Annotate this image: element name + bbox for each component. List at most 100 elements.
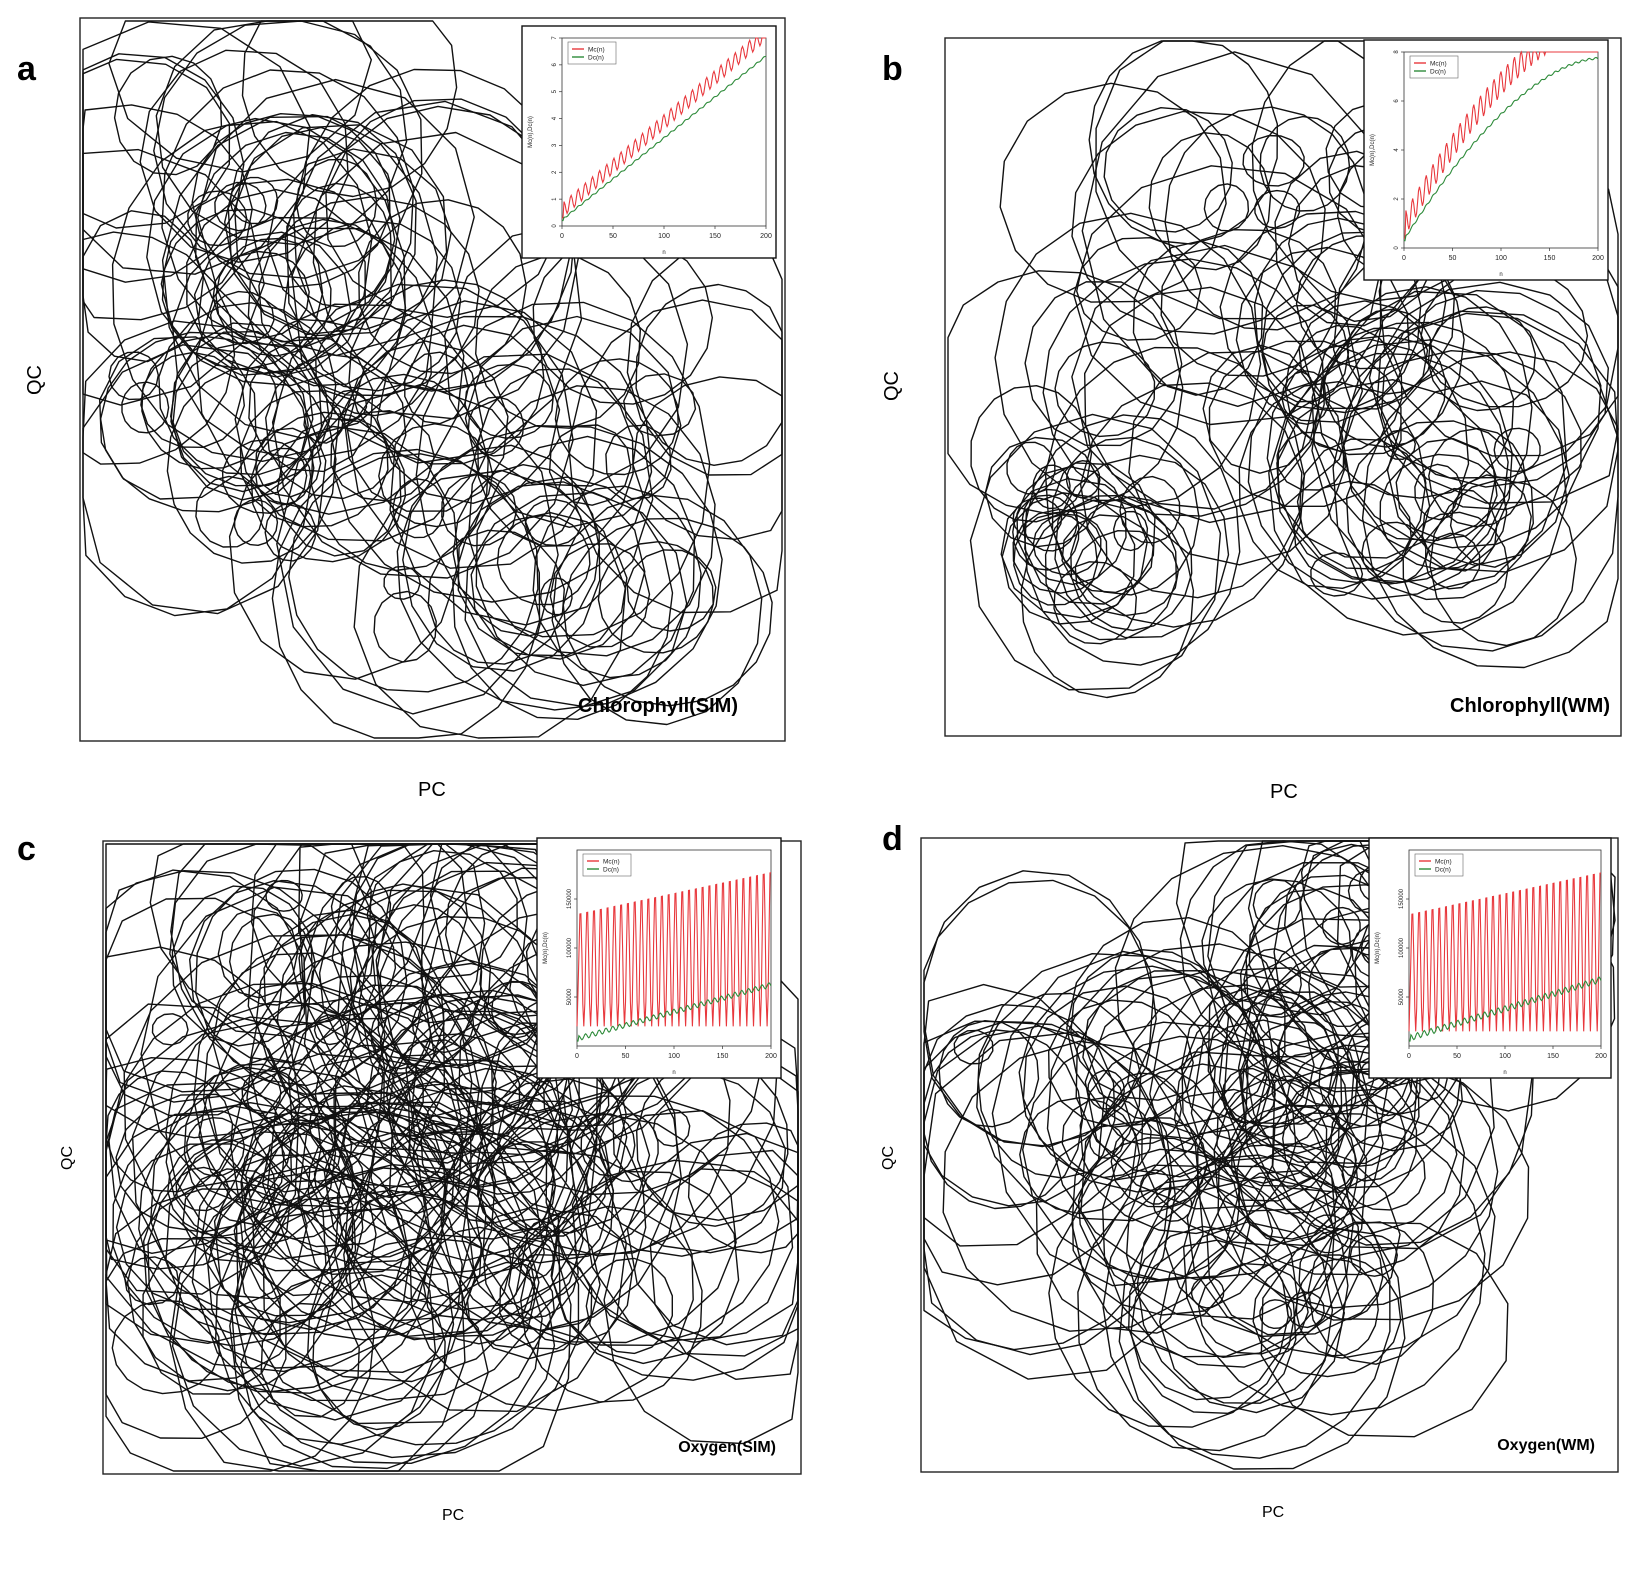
trajectory-loop-a-72 [427, 529, 565, 665]
trajectory-loop-a-119 [233, 499, 279, 546]
trajectory-loop-a-4 [223, 113, 417, 336]
inset-ytick-label-b-4: 8 [1394, 50, 1400, 54]
inset-series-d-1 [1409, 976, 1602, 1042]
trajectory-loop-d-71 [923, 1021, 1172, 1351]
trajectory-loop-c-79 [345, 1101, 627, 1413]
trajectory-loop-b-109 [1310, 552, 1364, 597]
trajectory-loop-a-44 [191, 112, 391, 289]
trajectory-loop-a-109 [568, 299, 783, 614]
trajectory-loop-a-106 [549, 543, 651, 648]
trajectory-loop-a-26 [161, 69, 415, 348]
inset-legend-label-d-1: Dc(n) [1435, 867, 1451, 874]
trajectory-loop-d-35 [1286, 1291, 1325, 1329]
trajectory-loop-b-73 [1128, 350, 1347, 566]
trajectory-loop-a-112 [562, 517, 773, 707]
trajectory-loop-c-151 [333, 989, 627, 1240]
inset-legend-label-b-0: Mc(n) [1430, 61, 1447, 68]
trajectory-loop-a-63 [358, 199, 527, 375]
inset-frame-c [536, 837, 782, 1079]
trajectory-loop-c-72 [111, 1299, 221, 1395]
trajectory-loop-c-123 [550, 1170, 740, 1365]
trajectory-loop-b-106 [1429, 478, 1577, 647]
trajectory-loop-a-33 [212, 250, 310, 339]
trajectory-loop-b-5 [1202, 344, 1319, 474]
panel-letter-b: b [882, 50, 903, 88]
trajectory-loop-b-97 [1024, 462, 1156, 605]
trajectory-loop-d-88 [1019, 1096, 1141, 1215]
inset-legend-d [1414, 853, 1464, 877]
trajectory-loop-a-88 [415, 301, 711, 638]
trajectory-loop-b-104 [1428, 427, 1527, 528]
inset-ytick-label-c-1: 100000 [567, 937, 573, 958]
inset-xlabel-b: n [1499, 272, 1502, 278]
inset-ytick-label-a-0: 0 [552, 224, 558, 228]
x-axis-label-c: PC [442, 1507, 465, 1524]
trajectory-loop-d-8 [1330, 1093, 1407, 1182]
trajectory-loop-c-174 [261, 1092, 473, 1264]
inset-xtick-label-c-3: 150 [717, 1053, 729, 1060]
inset-ytick-label-b-1: 2 [1394, 197, 1400, 201]
trajectory-loop-b-24 [1088, 40, 1279, 245]
trajectory-loop-c-122 [336, 1087, 615, 1321]
inset-ylabel-c: Mc(n),Dc(n) [543, 932, 549, 964]
trajectory-loop-b-0 [994, 212, 1262, 510]
trajectory-loop-a-54 [214, 181, 267, 232]
trajectory-loop-d-63 [1077, 1137, 1241, 1281]
inset-frame-b [1363, 39, 1609, 281]
trajectory-loop-c-163 [366, 850, 518, 979]
trajectory-loop-a-21 [108, 351, 160, 401]
trajectory-loop-d-75 [923, 1004, 1116, 1207]
trajectory-loop-a-29 [82, 148, 265, 406]
trajectory-loop-a-1 [113, 55, 223, 176]
trajectory-loop-d-48 [1221, 1067, 1276, 1123]
trajectory-loop-d-87 [1105, 1072, 1183, 1145]
trajectory-loop-b-90 [1001, 492, 1136, 625]
trajectory-loop-c-160 [240, 1055, 497, 1331]
inset-xtick-label-a-1: 50 [609, 233, 617, 240]
trajectory-loop-b-96 [1012, 497, 1063, 540]
inset-xlabel-c: n [672, 1070, 675, 1076]
trajectory-loop-a-43 [286, 100, 580, 420]
inset-xtick-label-d-0: 0 [1407, 1053, 1411, 1060]
trajectory-loop-a-93 [346, 300, 598, 569]
inset-ylabel-d: Mc(n),Dc(n) [1375, 932, 1381, 964]
trajectory-loop-d-51 [1181, 994, 1343, 1184]
trajectory-loop-b-22 [1075, 236, 1202, 341]
trajectory-loop-c-113 [105, 1237, 287, 1440]
trajectory-loop-c-127 [477, 1142, 557, 1232]
trajectory-loop-a-91 [532, 485, 702, 679]
inset-ytick-label-b-0: 0 [1394, 246, 1400, 250]
trajectory-loop-b-100 [1421, 487, 1498, 572]
trajectory-loop-b-64 [1112, 510, 1149, 552]
inset-xtick-label-d-4: 200 [1595, 1053, 1607, 1060]
inset-ytick-label-b-2: 4 [1394, 148, 1400, 152]
trajectory-loop-a-114 [452, 476, 674, 720]
trajectory-loop-c-114 [209, 1165, 407, 1331]
trajectory-loop-b-91 [1020, 499, 1195, 699]
inset-ytick-label-a-5: 5 [552, 89, 558, 93]
trajectory-loop-c-91 [260, 1302, 360, 1418]
trajectory-loop-c-74 [186, 1116, 245, 1177]
trajectory-loop-a-62 [166, 366, 337, 564]
panel-a: 0 50 100 150 200 0 1 2 3 4 5 6 7 n Mc(n),Dc(n) Mc(n)Dc(… [79, 17, 786, 742]
inset-ytick-label-d-0: 50000 [1399, 988, 1405, 1005]
trajectory-loop-c-88 [233, 1101, 545, 1383]
trajectory-loop-b-38 [1342, 350, 1582, 549]
trajectory-loop-a-45 [325, 105, 561, 318]
trajectory-loop-a-116 [82, 344, 327, 615]
inset-series-a-1 [562, 55, 767, 222]
trajectory-loop-a-90 [376, 324, 561, 504]
trajectory-loop-c-164 [105, 1016, 449, 1373]
trajectory-loop-c-143 [365, 1010, 573, 1189]
trajectory-loop-d-60 [1087, 1069, 1125, 1110]
trajectory-loop-c-90 [171, 1203, 437, 1467]
trajectory-loop-b-94 [1053, 561, 1138, 645]
trajectory-loop-b-11 [1024, 281, 1183, 447]
trajectory-loop-c-178 [105, 1081, 341, 1345]
trajectory-loop-d-82 [1139, 1169, 1172, 1205]
inset-ytick-label-a-1: 1 [552, 197, 558, 201]
chart-title-c: Oxygen(SIM) [678, 1439, 776, 1456]
inset-ytick-label-a-7: 7 [552, 36, 558, 40]
inset-xtick-label-a-0: 0 [560, 233, 564, 240]
trajectory-loop-a-47 [227, 124, 448, 337]
